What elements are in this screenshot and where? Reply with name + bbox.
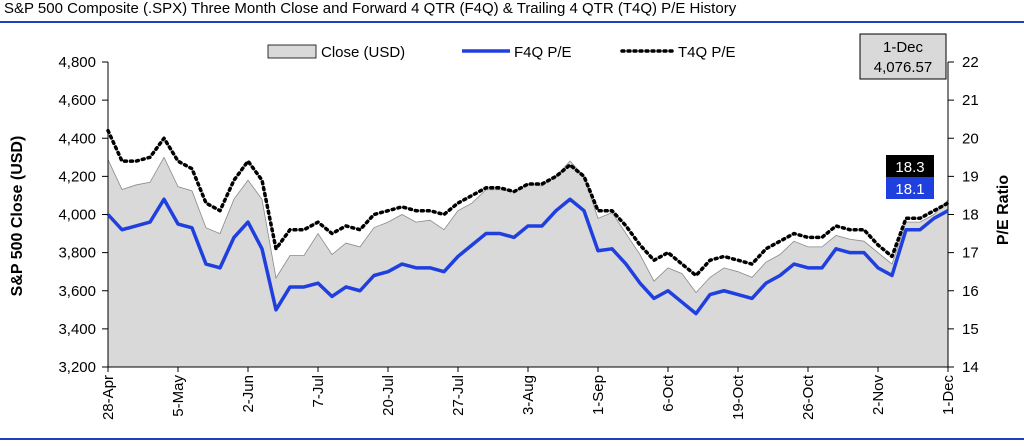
series-lines-layer [106, 128, 950, 316]
legend-close-label: Close (USD) [321, 44, 405, 61]
y-tick-label: 4,600 [58, 92, 96, 109]
y-tick-label: 4,200 [58, 168, 96, 185]
x-tick-label: 26-Oct [800, 374, 817, 420]
title-rule [0, 21, 1024, 23]
close-area [107, 156, 949, 368]
callout-date: 1-Dec [883, 39, 924, 56]
y-tick-label: 4,400 [58, 130, 96, 147]
x-tick-label: 1-Sep [590, 375, 607, 415]
x-tick-label: 27-Jul [450, 375, 467, 416]
y2-tick-label: 19 [962, 168, 979, 185]
x-tick-label: 19-Oct [730, 374, 747, 420]
y2-tick-label: 14 [962, 359, 979, 376]
y2-tick-label: 22 [962, 54, 979, 71]
y2-tick-label: 18 [962, 207, 979, 224]
axes-layer [102, 61, 954, 372]
y2-axis-title: P/E Ratio [995, 175, 1012, 245]
x-tick-label: 2-Nov [870, 375, 887, 416]
y2-tick-label: 16 [962, 283, 979, 300]
bottom-rule [0, 438, 1024, 440]
y-axis-title: S&P 500 Close (USD) [9, 136, 26, 297]
y2-tick-label: 15 [962, 321, 979, 338]
y-tick-label: 3,800 [58, 245, 96, 262]
callout-close-value: 4,076.57 [874, 59, 932, 76]
t4q-pe-line [106, 128, 950, 278]
f4q-last-value: 18.1 [895, 181, 924, 198]
legend: Close (USD) F4Q P/E T4Q P/E [267, 44, 736, 61]
y2-tick-label: 21 [962, 92, 979, 109]
x-tick-label: 1-Dec [940, 375, 957, 416]
t4q-last-value: 18.3 [895, 159, 924, 176]
last-close-callout: 1-Dec 4,076.57 [859, 33, 947, 80]
f4q-pe-line [106, 197, 949, 316]
y2-tick-label: 20 [962, 130, 979, 147]
tick-labels-layer: 3,200 3,400 3,600 3,800 4,000 4,200 4,400 4,600… [58, 54, 978, 420]
t4q-last-badge: 18.3 [886, 155, 934, 177]
legend-f4q-label: F4Q P/E [514, 44, 572, 61]
legend-close-swatch [267, 44, 317, 59]
chart-title: S&P 500 Composite (.SPX) Three Month Clo… [4, 0, 737, 17]
close-area-layer [107, 156, 949, 368]
y-tick-label: 3,600 [58, 283, 96, 300]
x-tick-label: 20-Jul [380, 375, 397, 416]
y-tick-label: 3,200 [58, 359, 96, 376]
x-tick-label: 28-Apr [100, 375, 117, 420]
f4q-last-badge: 18.1 [886, 177, 934, 199]
x-tick-label: 2-Jun [240, 375, 257, 413]
legend-t4q-label: T4Q P/E [678, 44, 736, 61]
x-tick-label: 7-Jul [310, 375, 327, 408]
y-tick-label: 3,400 [58, 321, 96, 338]
x-tick-label: 5-May [170, 375, 187, 417]
x-tick-label: 3-Aug [520, 375, 537, 415]
y2-tick-label: 17 [962, 245, 979, 262]
y-tick-label: 4,800 [58, 54, 96, 71]
x-tick-label: 6-Oct [660, 374, 677, 412]
y-tick-label: 4,000 [58, 207, 96, 224]
